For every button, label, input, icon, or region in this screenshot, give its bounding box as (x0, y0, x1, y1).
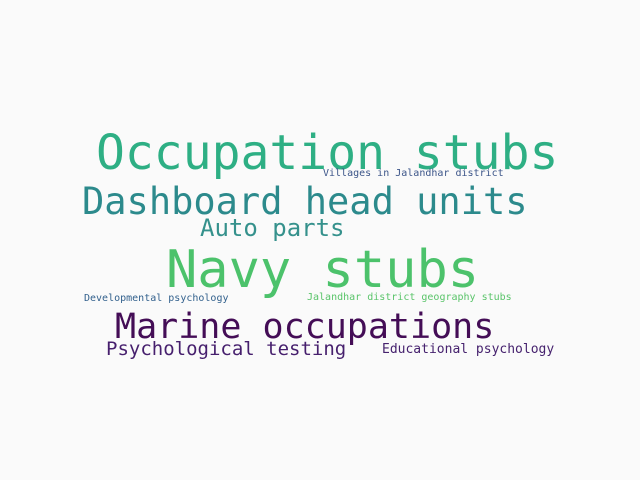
word-villages-in-jalandhar-district: Villages in Jalandhar district (323, 169, 504, 179)
word-psychological-testing: Psychological testing (106, 340, 346, 359)
word-auto-parts: Auto parts (200, 216, 345, 240)
word-jalandhar-district-geography-stubs: Jalandhar district geography stubs (307, 293, 512, 303)
word-navy-stubs: Navy stubs (166, 244, 479, 296)
word-educational-psychology: Educational psychology (382, 343, 554, 356)
word-developmental-psychology: Developmental psychology (84, 294, 229, 304)
